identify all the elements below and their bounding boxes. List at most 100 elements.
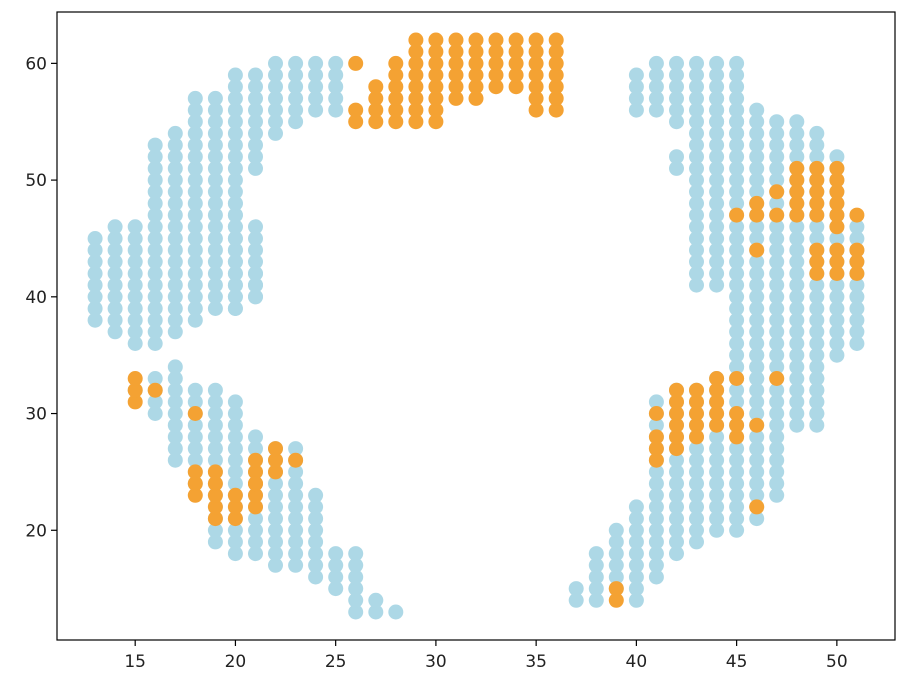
- data-point-orange: [749, 207, 765, 223]
- data-point-orange: [468, 67, 484, 83]
- data-point-light: [648, 55, 664, 71]
- data-point-light: [669, 511, 684, 527]
- data-point-orange: [268, 441, 283, 457]
- data-point-light: [729, 324, 745, 340]
- data-point-light: [207, 207, 223, 223]
- data-point-orange: [428, 55, 444, 71]
- data-point-light: [769, 125, 785, 141]
- data-point-light: [207, 231, 223, 246]
- data-point-light: [87, 266, 103, 281]
- data-point-light: [749, 277, 765, 293]
- data-point-light: [829, 347, 845, 363]
- data-point-light: [689, 266, 704, 281]
- data-point-light: [769, 312, 785, 328]
- data-points: [87, 32, 865, 620]
- data-point-orange: [608, 592, 624, 608]
- data-point-light: [749, 114, 765, 130]
- data-point-light: [187, 382, 203, 398]
- data-point-orange: [548, 90, 564, 106]
- data-point-light: [248, 90, 263, 106]
- data-point-orange: [528, 79, 544, 95]
- data-point-orange: [729, 417, 745, 433]
- data-point-light: [348, 604, 364, 620]
- data-point-light: [248, 102, 263, 118]
- data-point-light: [789, 359, 805, 375]
- data-point-orange: [388, 114, 404, 130]
- data-point-light: [187, 417, 203, 433]
- data-point-light: [648, 569, 664, 585]
- data-point-light: [789, 149, 805, 165]
- data-point-light: [187, 266, 203, 281]
- data-point-light: [227, 172, 243, 188]
- data-point-light: [207, 149, 223, 165]
- data-point-light: [348, 569, 364, 585]
- data-point-light: [769, 441, 785, 457]
- data-point-light: [789, 301, 805, 316]
- data-point-light: [669, 499, 684, 515]
- data-point-light: [769, 487, 785, 503]
- data-point-light: [648, 476, 664, 492]
- data-point-light: [227, 137, 243, 153]
- data-point-light: [308, 102, 324, 118]
- data-point-light: [669, 160, 684, 176]
- data-point-light: [749, 102, 765, 118]
- data-point-light: [368, 592, 384, 608]
- data-point-light: [248, 79, 263, 95]
- x-tick-label: 35: [525, 652, 547, 672]
- data-point-light: [127, 254, 143, 270]
- data-point-light: [829, 312, 845, 328]
- data-point-light: [167, 371, 183, 386]
- data-point-orange: [729, 429, 745, 445]
- data-point-orange: [528, 67, 544, 83]
- data-point-light: [809, 336, 825, 351]
- data-point-light: [809, 347, 825, 363]
- data-point-light: [348, 592, 364, 608]
- data-point-light: [769, 219, 785, 235]
- data-point-light: [689, 254, 704, 270]
- data-point-orange: [729, 371, 745, 386]
- data-point-light: [167, 125, 183, 141]
- data-point-light: [187, 289, 203, 305]
- data-point-light: [308, 557, 324, 573]
- data-point-orange: [508, 67, 524, 83]
- data-point-light: [147, 172, 163, 188]
- data-point-orange: [809, 195, 825, 211]
- data-point-light: [107, 289, 123, 305]
- data-point-light: [227, 522, 243, 538]
- data-point-light: [729, 55, 745, 71]
- data-point-light: [729, 125, 745, 141]
- data-point-light: [789, 382, 805, 398]
- data-point-light: [588, 557, 604, 573]
- data-point-light: [769, 149, 785, 165]
- data-point-orange: [408, 114, 424, 130]
- data-point-light: [187, 254, 203, 270]
- data-point-light: [729, 67, 745, 83]
- data-point-light: [729, 231, 745, 246]
- data-point-light: [207, 125, 223, 141]
- data-point-light: [809, 231, 825, 246]
- data-point-orange: [829, 207, 845, 223]
- data-point-light: [167, 441, 183, 457]
- data-point-light: [648, 522, 664, 538]
- y-tick-label: 30: [25, 405, 47, 425]
- data-point-light: [207, 301, 223, 316]
- data-point-light: [167, 301, 183, 316]
- data-point-orange: [388, 90, 404, 106]
- data-point-orange: [227, 511, 243, 527]
- data-point-orange: [448, 55, 464, 71]
- data-point-orange: [508, 44, 524, 60]
- data-point-light: [729, 277, 745, 293]
- data-point-light: [769, 464, 785, 480]
- data-point-light: [729, 382, 745, 398]
- data-point-orange: [348, 114, 364, 130]
- data-point-orange: [428, 67, 444, 83]
- data-point-light: [588, 581, 604, 597]
- data-point-light: [729, 289, 745, 305]
- data-point-light: [689, 55, 704, 71]
- data-point-light: [729, 499, 745, 515]
- data-point-light: [749, 231, 765, 246]
- data-point-light: [268, 79, 283, 95]
- data-point-light: [749, 511, 765, 527]
- data-point-light: [669, 546, 684, 562]
- data-point-light: [689, 90, 704, 106]
